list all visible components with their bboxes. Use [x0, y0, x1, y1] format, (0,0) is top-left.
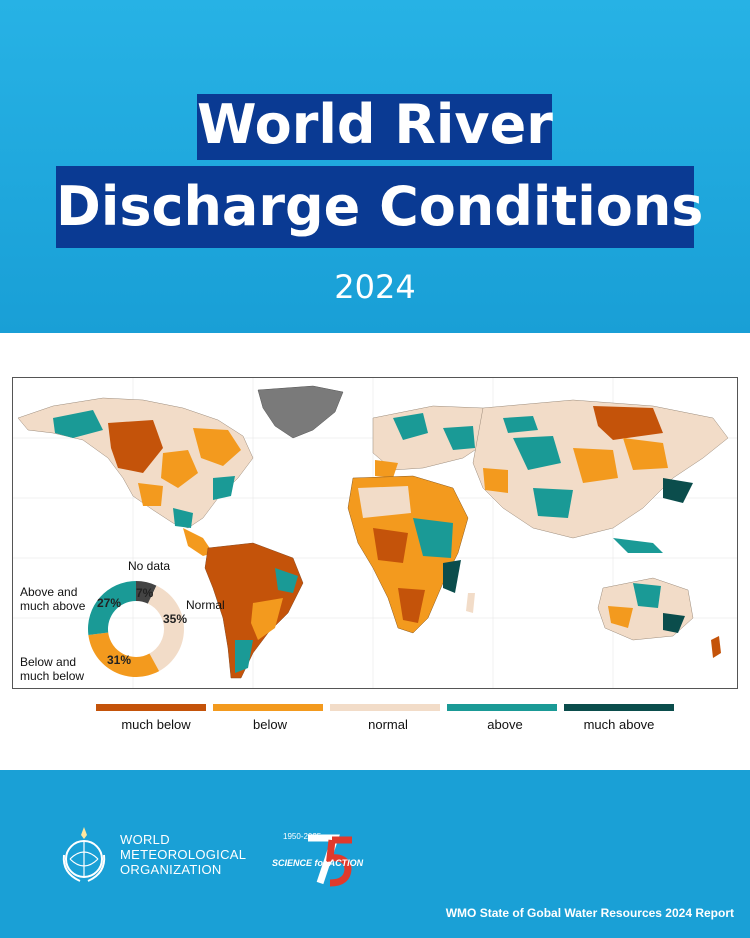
org-line-1: WORLD	[120, 832, 170, 847]
donut-slice-below	[88, 632, 160, 677]
wmo-75-logo-icon	[308, 834, 352, 887]
footer: WORLD METEOROLOGICAL ORGANIZATION 1950-2…	[0, 770, 750, 938]
anniversary-years: 1950-2025	[283, 832, 322, 841]
wmo-emblem-icon	[62, 827, 106, 882]
donut-pct-no-data: 7%	[136, 586, 154, 600]
donut-slice-no_data	[136, 581, 157, 604]
org-line-3: ORGANIZATION	[120, 862, 222, 877]
donut-label-above-1: Above and	[20, 585, 78, 599]
anniversary-slogan: SCIENCE for ACTION	[272, 858, 364, 868]
year-label: 2024	[334, 268, 416, 306]
title-line-2: Discharge Conditions	[56, 166, 703, 248]
legend-swatch-below	[213, 704, 323, 711]
donut-slice-above	[88, 581, 136, 636]
donut-slice-normal	[147, 585, 184, 672]
legend-swatch-much-above	[564, 704, 674, 711]
donut-label-below-2: much below	[20, 669, 85, 683]
donut-label-above: Above and much above	[20, 585, 85, 613]
legend-swatch-much-below	[96, 704, 206, 711]
title-line-1: World River	[197, 94, 553, 160]
map-panel: No data Normal Above and much above Belo…	[0, 333, 750, 770]
wmo-org-name: WORLD METEOROLOGICAL ORGANIZATION	[120, 832, 246, 877]
greenland-region	[257, 385, 344, 439]
legend-label-above: above	[487, 717, 523, 732]
legend-label-below: below	[253, 717, 287, 732]
donut-chart	[88, 581, 184, 677]
donut-label-normal: Normal	[186, 598, 225, 612]
legend-label-much-below: much below	[121, 717, 191, 732]
donut-pct-normal: 35%	[163, 612, 188, 626]
donut-label-below-1: Below and	[20, 655, 77, 669]
donut-pct-below: 31%	[107, 653, 132, 667]
legend-label-normal: normal	[368, 717, 408, 732]
header-banner: World River Discharge Conditions 2024	[0, 0, 750, 333]
world-map	[12, 377, 738, 689]
world-map-svg	[13, 378, 737, 688]
donut-label-above-2: much above	[20, 599, 86, 613]
legend-swatch-above	[447, 704, 557, 711]
donut-pct-above: 27%	[97, 596, 122, 610]
legend-swatch-normal	[330, 704, 440, 711]
donut-label-below: Below and much below	[20, 655, 84, 683]
report-credit: WMO State of Gobal Water Resources 2024 …	[445, 906, 734, 920]
donut-label-no-data: No data	[128, 559, 171, 573]
central-america-region	[183, 528, 213, 556]
legend-label-much-above: much above	[583, 717, 655, 732]
org-line-2: METEOROLOGICAL	[120, 847, 247, 862]
